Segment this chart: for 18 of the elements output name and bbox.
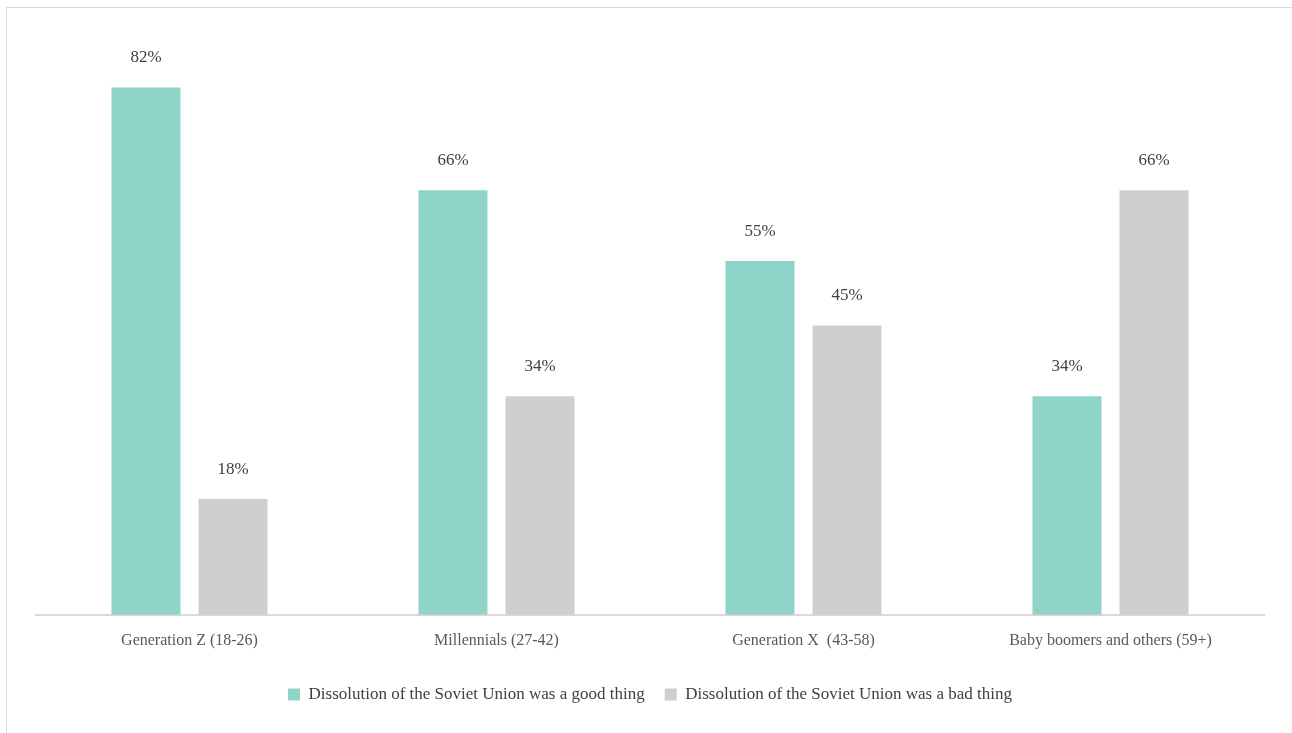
bar: [418, 190, 488, 615]
legend-label: Dissolution of the Soviet Union was a bad thing: [685, 683, 1013, 703]
x-tick-label: Generation Z (18-26): [121, 630, 258, 649]
x-tick-label: Generation X (43-58): [732, 630, 875, 649]
x-tick-label: Millennials (27-42): [434, 630, 559, 649]
x-tick-label: Baby boomers and others (59+): [1009, 630, 1212, 649]
bar: [725, 261, 795, 615]
bar: [1032, 396, 1102, 615]
data-label: 82%: [130, 46, 162, 66]
data-label: 66%: [437, 149, 469, 169]
bar: [111, 87, 181, 615]
data-label: 34%: [524, 355, 556, 375]
data-label: 66%: [1138, 149, 1170, 169]
data-label: 18%: [217, 458, 249, 478]
data-label: 34%: [1051, 355, 1083, 375]
data-label: 55%: [744, 220, 776, 240]
data-label: 45%: [831, 284, 863, 304]
legend-label: Dissolution of the Soviet Union was a good thing: [308, 683, 646, 703]
